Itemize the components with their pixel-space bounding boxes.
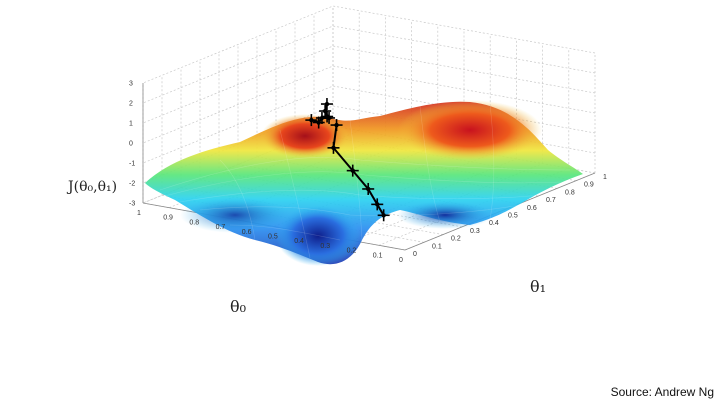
x-tick-label: 1 xyxy=(137,210,141,217)
y-tick-label: 0.8 xyxy=(565,189,575,196)
y-tick-label: 0 xyxy=(413,251,417,258)
z-tick-label: 2 xyxy=(129,101,133,108)
descent-step-marker xyxy=(321,110,334,123)
x-axis-label: θ₀ xyxy=(230,297,246,316)
grid-line xyxy=(142,45,596,124)
y-tick-label: 1 xyxy=(603,174,607,181)
x-tick-label: 0.8 xyxy=(189,219,199,226)
z-tick-label: -3 xyxy=(129,201,135,208)
x-tick-label: 0.5 xyxy=(268,234,278,241)
z-tick-label: -1 xyxy=(129,161,135,168)
descent-step-marker xyxy=(346,164,359,177)
y-tick-label: 0.3 xyxy=(470,228,480,235)
descent-step-marker xyxy=(377,209,390,222)
descent-step-marker xyxy=(320,98,333,111)
x-tick-label: 0.1 xyxy=(373,252,383,259)
descent-paths xyxy=(305,98,390,222)
descent-step-marker xyxy=(327,141,340,154)
y-tick-label: 0.2 xyxy=(451,236,461,243)
x-tick-label: 0.7 xyxy=(216,224,226,231)
x-tick-label: 0.9 xyxy=(163,215,173,222)
grid-line xyxy=(142,65,596,144)
y-axis-label: θ₁ xyxy=(530,277,546,296)
x-tick-label: 0.3 xyxy=(320,243,330,250)
y-tick-label: 0.9 xyxy=(584,182,594,189)
x-tick-label: 0.2 xyxy=(347,248,357,255)
y-tick-label: 0.6 xyxy=(527,205,537,212)
z-tick-label: 3 xyxy=(129,81,133,88)
x-tick-label: 0.4 xyxy=(294,238,304,245)
y-tick-label: 0.7 xyxy=(546,197,556,204)
z-axis-label: J(θ₀,θ₁) xyxy=(66,179,117,195)
y-tick-label: 0.4 xyxy=(489,220,499,227)
tick-labels: 3210-1-2-310.90.80.70.60.50.40.30.20.100… xyxy=(129,81,607,265)
source-credit: Source: Andrew Ng xyxy=(610,385,714,399)
x-tick-label: 0 xyxy=(399,257,403,264)
y-tick-label: 0.5 xyxy=(508,213,518,220)
z-tick-label: -2 xyxy=(129,181,135,188)
grid-line xyxy=(142,25,596,104)
descent-step-marker xyxy=(305,114,318,127)
descent-step-marker xyxy=(371,198,384,211)
z-tick-label: 1 xyxy=(129,121,133,128)
y-tick-label: 0.1 xyxy=(432,243,442,250)
descent-step-marker xyxy=(362,182,375,195)
x-tick-label: 0.6 xyxy=(242,229,252,236)
descent-step-marker xyxy=(330,119,343,132)
z-tick-label: 0 xyxy=(129,141,133,148)
grid-line xyxy=(142,5,596,84)
